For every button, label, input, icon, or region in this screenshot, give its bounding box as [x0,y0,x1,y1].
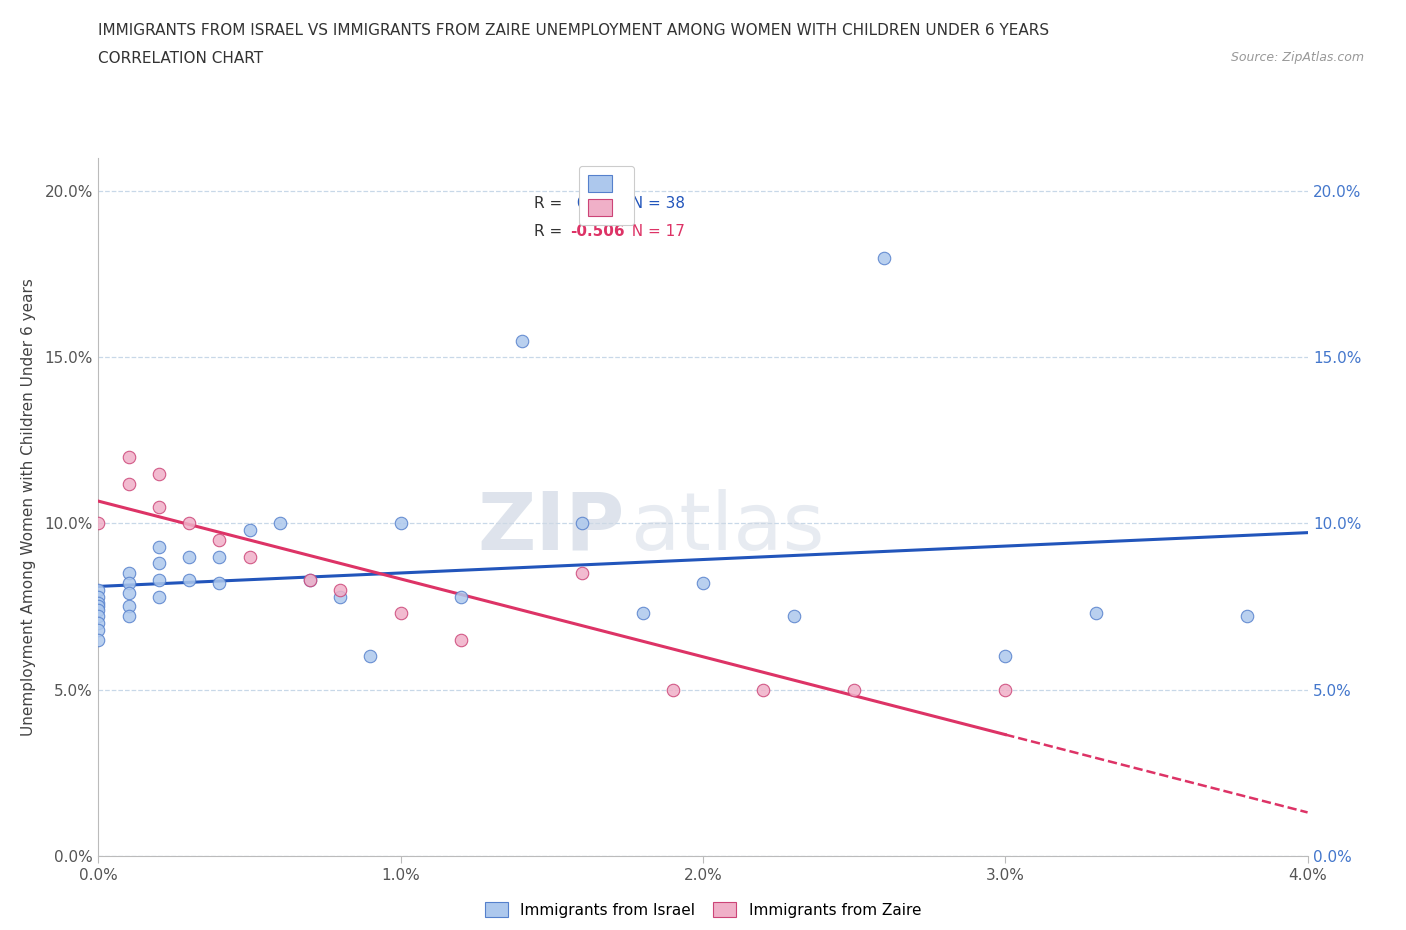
Point [87,516,110,531]
Point [873,250,896,265]
Point [148,573,170,588]
Point [450,632,472,647]
Text: -0.506: -0.506 [569,224,624,239]
Point [299,573,322,588]
Point [118,565,141,580]
Point [269,516,291,531]
Point [148,499,170,514]
Text: R =: R = [534,196,572,211]
Point [148,589,170,604]
Point [752,682,775,697]
Point [148,539,170,554]
Point [118,586,141,601]
Point [179,573,201,588]
Point [87,596,110,611]
Point [87,582,110,597]
Point [87,632,110,647]
Point [87,622,110,637]
Point [208,576,231,591]
Point [239,550,262,565]
Legend: , : , [579,166,634,225]
Point [118,449,141,464]
Point [571,565,593,580]
Point [389,605,412,620]
Text: 0.028: 0.028 [576,196,624,211]
Point [389,516,412,531]
Point [299,573,322,588]
Point [87,616,110,631]
Point [118,576,141,591]
Text: Source: ZipAtlas.com: Source: ZipAtlas.com [1230,51,1364,64]
Point [87,599,110,614]
Point [329,582,352,597]
Text: N = 38: N = 38 [621,196,685,211]
Point [118,609,141,624]
Text: ZIP: ZIP [477,489,624,566]
Point [994,649,1017,664]
Point [148,466,170,481]
Point [179,516,201,531]
Point [87,609,110,624]
Point [1236,609,1258,624]
Point [148,556,170,571]
Text: N = 17: N = 17 [621,224,685,239]
Point [329,589,352,604]
Point [450,589,472,604]
Point [179,550,201,565]
Point [1085,605,1108,620]
Text: R =: R = [534,224,567,239]
Point [662,682,685,697]
Y-axis label: Unemployment Among Women with Children Under 6 years: Unemployment Among Women with Children U… [21,278,37,736]
Text: CORRELATION CHART: CORRELATION CHART [98,51,263,66]
Text: atlas: atlas [630,489,825,566]
Point [239,523,262,538]
Point [87,603,110,618]
Legend: Immigrants from Israel, Immigrants from Zaire: Immigrants from Israel, Immigrants from … [481,897,925,923]
Point [510,333,533,348]
Point [783,609,806,624]
Point [631,605,654,620]
Point [208,533,231,548]
Point [87,589,110,604]
Point [360,649,382,664]
Point [844,682,866,697]
Point [118,599,141,614]
Text: IMMIGRANTS FROM ISRAEL VS IMMIGRANTS FROM ZAIRE UNEMPLOYMENT AMONG WOMEN WITH CH: IMMIGRANTS FROM ISRAEL VS IMMIGRANTS FRO… [98,23,1049,38]
Point [994,682,1017,697]
Point [692,576,714,591]
Point [208,550,231,565]
Point [571,516,593,531]
Point [118,476,141,491]
